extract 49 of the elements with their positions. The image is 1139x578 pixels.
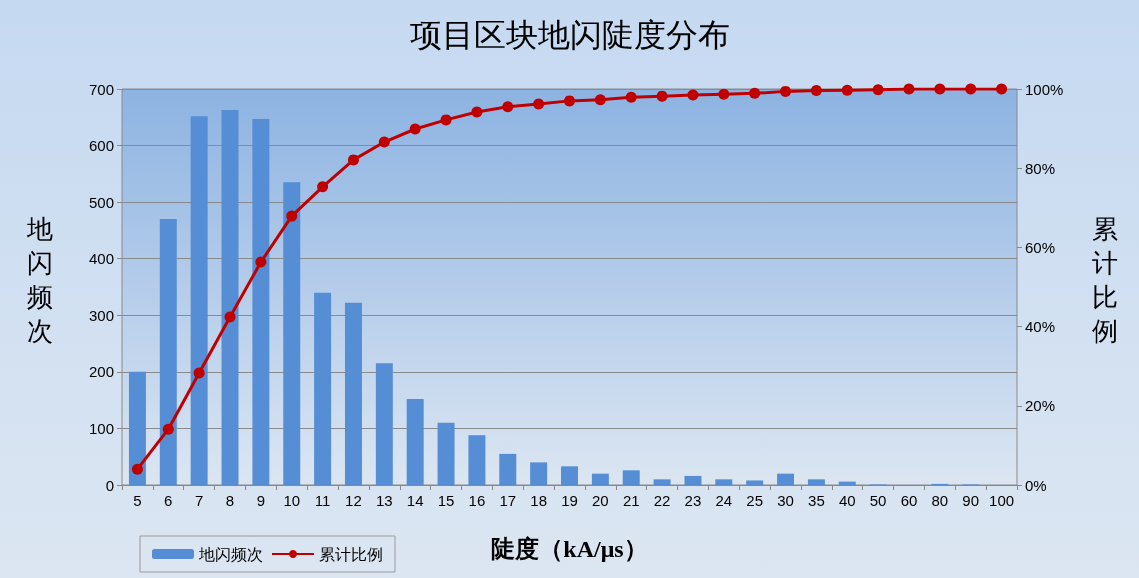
y2-tick-label: 60%: [1025, 238, 1056, 256]
x-tick-label: 100: [989, 492, 1015, 509]
y-tick-label: 200: [88, 363, 114, 381]
x-tick-label: 20: [592, 492, 609, 509]
x-tick-label: 15: [437, 492, 455, 509]
x-tick-label: 6: [164, 492, 173, 509]
y-tick-label: 400: [88, 250, 114, 268]
x-tick-label: 60: [900, 492, 918, 509]
x-tick-label: 5: [133, 492, 142, 509]
x-tick-label: 80: [931, 492, 949, 509]
x-tick-label: 12: [345, 492, 362, 509]
x-tick-label: 22: [653, 492, 671, 509]
x-tick-label: 17: [499, 492, 517, 509]
y2-tick-label: 0%: [1025, 476, 1047, 494]
x-tick-label: 40: [838, 492, 856, 509]
x-tick-label: 19: [561, 492, 578, 509]
x-tick-label: 8: [225, 492, 235, 509]
x-tick-label: 13: [375, 492, 393, 509]
x-tick-label: 25: [746, 492, 764, 509]
y-tick-label: 100: [88, 419, 114, 437]
y-tick-label: 500: [88, 193, 114, 211]
y2-tick-label: 20%: [1025, 397, 1056, 415]
x-tick-label: 90: [962, 492, 980, 509]
chart-title: 项目区块地闪陡度分布: [409, 16, 730, 54]
y-tick-label: 700: [88, 80, 114, 98]
y2-axis-title: 累计比例: [1091, 213, 1119, 348]
legend-label: 地闪频次: [198, 544, 263, 564]
y-axis-title: 地闪频次: [26, 213, 54, 348]
x-tick-label: 18: [530, 492, 547, 509]
x-tick-label: 23: [684, 492, 702, 509]
x-tick-label: 35: [808, 492, 825, 509]
x-tick-label: 21: [622, 492, 640, 509]
y-tick-label: 0: [105, 476, 114, 494]
x-tick-label: 50: [869, 492, 887, 509]
x-tick-label: 16: [468, 492, 486, 509]
y-tick-label: 600: [88, 137, 114, 155]
y2-tick-label: 40%: [1025, 318, 1056, 336]
legend-label: 累计比例: [319, 544, 383, 564]
x-tick-label: 14: [406, 492, 424, 509]
y2-tick-label: 80%: [1025, 159, 1056, 177]
x-tick-label: 10: [283, 492, 301, 509]
x-tick-label: 30: [777, 492, 794, 509]
x-tick-label: 24: [715, 492, 733, 509]
x-axis-title: 陡度（kA/μs）: [491, 536, 648, 562]
x-tick-label: 7: [194, 492, 204, 509]
x-tick-label: 11: [314, 492, 331, 509]
y-tick-label: 300: [88, 306, 114, 324]
x-tick-label: 9: [256, 492, 266, 509]
y2-tick-label: 100%: [1025, 80, 1064, 98]
